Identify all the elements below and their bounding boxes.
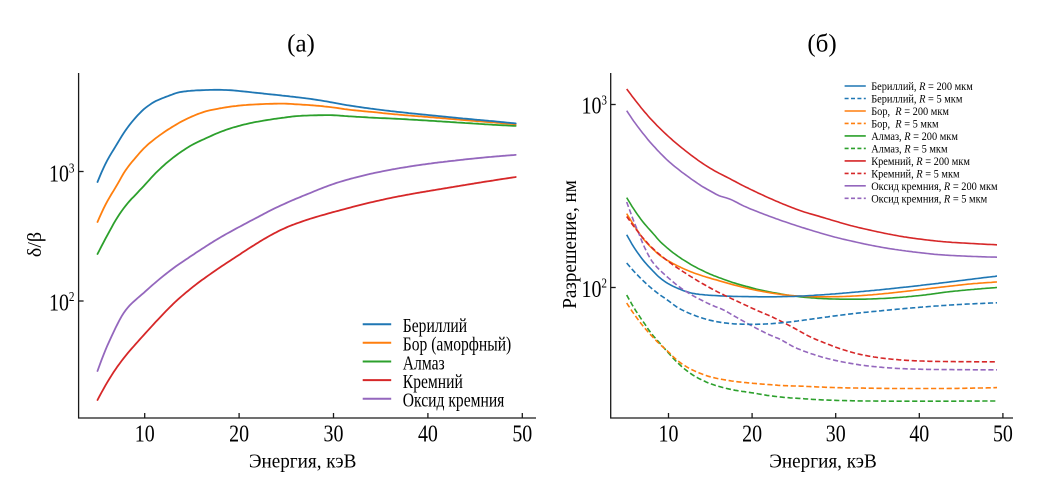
svg-text:Бор, R = 5 мкм: Бор, R = 5 мкм [871, 118, 938, 131]
svg-text:Разрешение, нм: Разрешение, нм [560, 180, 581, 309]
svg-text:50: 50 [512, 420, 532, 447]
svg-text:Кремний: Кремний [403, 370, 463, 392]
svg-text:Бериллий, R = 200 мкм: Бериллий, R = 200 мкм [871, 80, 973, 93]
svg-text:Кремний, R = 5 мкм: Кремний, R = 5 мкм [871, 168, 959, 181]
svg-text:Бериллий: Бериллий [403, 314, 468, 336]
svg-text:Энергия, кэВ: Энергия, кэВ [769, 451, 877, 472]
svg-text:(a): (a) [287, 30, 315, 57]
svg-text:Алмаз, R = 200 мкм: Алмаз, R = 200 мкм [871, 130, 958, 143]
svg-text:δ/β: δ/β [24, 232, 46, 257]
svg-text:Алмаз, R = 5 мкм: Алмаз, R = 5 мкм [871, 143, 947, 156]
svg-text:40: 40 [909, 420, 929, 447]
svg-text:(б): (б) [807, 30, 836, 57]
svg-text:50: 50 [993, 420, 1013, 447]
svg-text:30: 30 [826, 420, 846, 447]
svg-text:10: 10 [659, 420, 679, 447]
svg-text:Бериллий, R = 5 мкм: Бериллий, R = 5 мкм [871, 93, 962, 106]
svg-text:Кремний, R = 200 мкм: Кремний, R = 200 мкм [871, 155, 970, 168]
svg-text:10: 10 [135, 420, 155, 447]
svg-text:Оксид кремния, R = 200 мкм: Оксид кремния, R = 200 мкм [871, 180, 997, 193]
svg-text:40: 40 [418, 420, 438, 447]
svg-text:Алмаз: Алмаз [403, 351, 445, 373]
svg-text:30: 30 [324, 420, 344, 447]
svg-text:20: 20 [229, 420, 249, 447]
svg-text:Бор, R = 200 мкм: Бор, R = 200 мкм [871, 105, 949, 118]
svg-text:Оксид кремния, R = 5 мкм: Оксид кремния, R = 5 мкм [871, 193, 987, 206]
svg-text:Энергия, кэВ: Энергия, кэВ [249, 451, 357, 472]
svg-text:Оксид кремния: Оксид кремния [403, 389, 505, 411]
svg-text:20: 20 [742, 420, 762, 447]
svg-text:Бор (аморфный): Бор (аморфный) [403, 333, 511, 356]
